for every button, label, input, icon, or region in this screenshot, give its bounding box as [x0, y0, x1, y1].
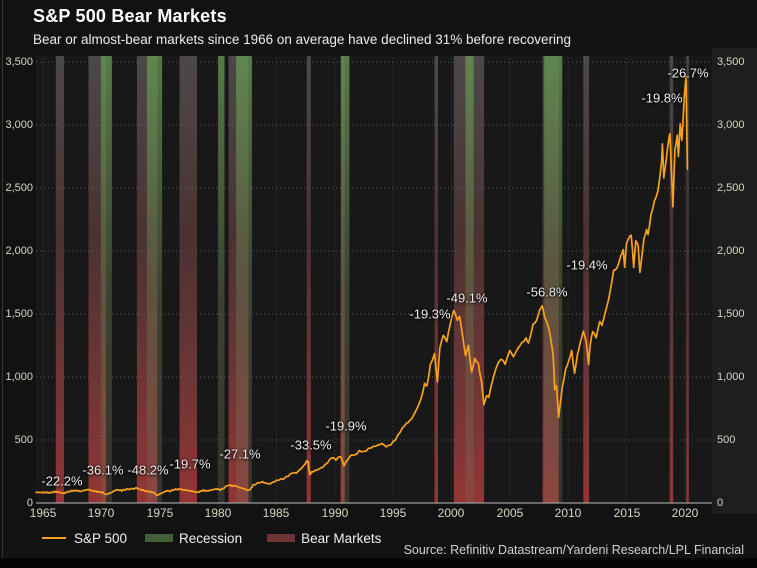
- legend-label-recession: Recession: [179, 530, 243, 546]
- y-axis-label: 3,000: [717, 119, 745, 131]
- x-axis-label: 1995: [379, 506, 407, 520]
- legend-item-recession: Recession: [145, 531, 242, 546]
- y-axis-label: 1,500: [717, 308, 745, 320]
- x-axis-label: 1975: [146, 506, 174, 520]
- legend-label-bear: Bear Markets: [301, 530, 382, 546]
- decline-annotation: -33.5%: [290, 437, 332, 453]
- chart-subtitle: Bear or almost-bear markets since 1966 o…: [33, 32, 572, 47]
- decline-annotation: -27.1%: [219, 446, 261, 462]
- legend-item-sp500: S&P 500: [42, 531, 127, 546]
- recession-swatch: [145, 534, 174, 542]
- source-credit: Source: Refinitiv Datastream/Yardeni Res…: [403, 543, 744, 557]
- decline-annotation: -48.2%: [127, 462, 169, 478]
- decline-annotation: -56.8%: [526, 284, 568, 300]
- y-axis-label: 0: [717, 497, 724, 509]
- x-axis-label: 1985: [262, 506, 290, 520]
- decline-annotation: -26.7%: [667, 65, 709, 81]
- x-axis-label: 2015: [613, 506, 641, 520]
- legend-label-sp500: S&P 500: [74, 530, 128, 546]
- x-axis-label: 2005: [496, 506, 524, 520]
- y-axis-label: 3,000: [5, 119, 33, 131]
- y-axis-label: 3,500: [717, 56, 745, 68]
- y-axis-label: 500: [14, 434, 33, 446]
- bear-markets-swatch: [267, 534, 296, 542]
- window-edge-line: [2, 0, 3, 568]
- y-axis-label: 1,500: [5, 308, 33, 320]
- y-axis-label: 2,000: [717, 245, 745, 257]
- sp500-line-swatch: [42, 537, 66, 539]
- x-axis-label: 1990: [321, 506, 349, 520]
- y-axis-label: 2,500: [717, 182, 745, 194]
- decline-annotation: -36.1%: [82, 462, 124, 478]
- y-axis-label: 3,500: [5, 56, 33, 68]
- decline-annotation: -19.7%: [169, 456, 211, 472]
- x-axis-label: 1970: [87, 506, 115, 520]
- x-axis-label: 2010: [554, 506, 582, 520]
- x-axis-label: 2020: [671, 506, 699, 520]
- y-axis-label: 0: [26, 497, 33, 509]
- y-axis-label: 1,000: [717, 371, 745, 383]
- decline-annotation: -19.4%: [566, 257, 608, 273]
- x-axis-label: 1965: [29, 506, 57, 520]
- decline-annotation: -19.3%: [409, 306, 451, 322]
- bottom-strip: [0, 558, 757, 568]
- right-axis-margin: [712, 48, 757, 514]
- decline-annotation: -22.2%: [41, 473, 83, 489]
- y-axis-label: 2,500: [5, 182, 33, 194]
- x-axis-label: 2000: [437, 506, 465, 520]
- chart-title: S&P 500 Bear Markets: [33, 6, 227, 26]
- decline-annotation: -19.8%: [641, 90, 683, 106]
- y-axis-label: 1,000: [5, 371, 33, 383]
- decline-annotation: -49.1%: [446, 290, 488, 306]
- legend-item-bear: Bear Markets: [267, 531, 381, 546]
- y-axis-label: 2,000: [5, 245, 33, 257]
- decline-annotation: -19.9%: [325, 418, 367, 434]
- y-axis-label: 500: [717, 434, 736, 446]
- legend: S&P 500 Recession Bear Markets: [42, 529, 381, 547]
- x-axis-label: 1980: [204, 506, 232, 520]
